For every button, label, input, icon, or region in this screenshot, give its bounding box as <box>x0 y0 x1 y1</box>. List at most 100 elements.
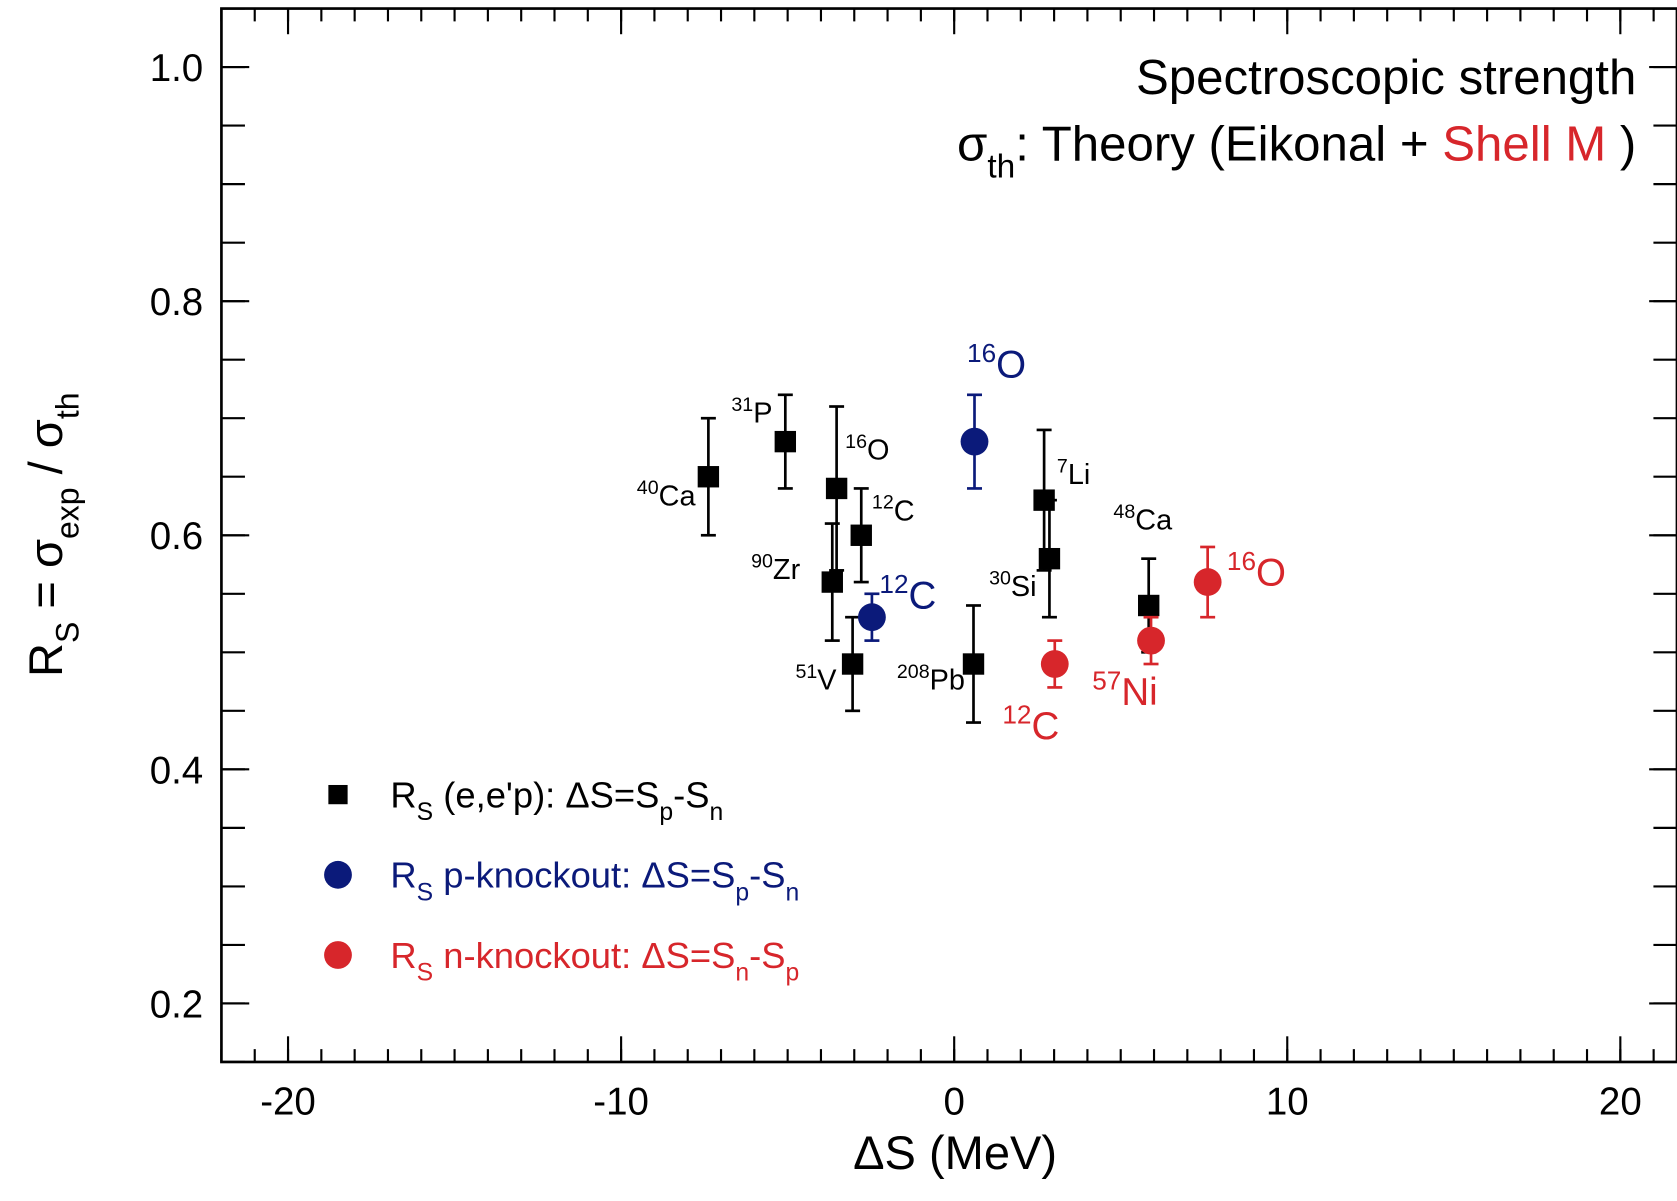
text-part: ) <box>1606 116 1636 171</box>
data-point <box>1040 650 1069 678</box>
point-label-text: O <box>1256 551 1286 594</box>
subscript: S <box>417 879 434 906</box>
subscript: n <box>785 879 799 906</box>
data-point <box>858 603 886 632</box>
subscript: n <box>710 799 724 826</box>
data-point <box>962 653 985 675</box>
point-label: 7Li <box>1057 456 1090 492</box>
legend-entry: RS p-knockout: ΔS=Sp-Sn <box>324 855 799 907</box>
text-part: : Theory (Eikonal + <box>1015 116 1442 171</box>
point-label: 30Si <box>989 568 1037 604</box>
text-part: R <box>390 774 416 815</box>
point-label-sup: 16 <box>967 338 996 368</box>
data-point <box>1138 594 1160 617</box>
point-label-sup: 16 <box>845 431 867 453</box>
y-tick-label: 0.4 <box>150 749 204 792</box>
point-label-sup: 57 <box>1092 665 1121 695</box>
point-label-sup: 12 <box>1002 699 1031 729</box>
point-label: 16O <box>1227 546 1286 594</box>
point-label-text: O <box>996 343 1026 386</box>
text-part: = σ <box>19 539 72 622</box>
point-label-sup: 12 <box>872 492 894 514</box>
subscript: th <box>50 392 86 419</box>
text-part: / σ <box>19 419 72 487</box>
point-label: 12C <box>1002 699 1059 747</box>
y-axis-label: RS = σexp / σth <box>19 392 85 677</box>
data-point <box>850 524 872 546</box>
chart-subtitle: σth: Theory (Eikonal + Shell M ) <box>957 116 1636 185</box>
point-label-text: C <box>909 575 937 618</box>
y-tick-label: 0.6 <box>150 515 204 558</box>
text-part: -S <box>673 774 709 815</box>
text-part: -S <box>749 855 785 896</box>
data-point <box>1137 626 1165 655</box>
subscript: exp <box>50 487 86 539</box>
data-point <box>841 653 864 675</box>
point-label-sup: 7 <box>1057 456 1068 478</box>
x-tick-label: -20 <box>260 1080 316 1123</box>
point-label: 12C <box>879 569 936 617</box>
legend-entry: RS (e,e'p): ΔS=Sp-Sn <box>328 774 723 826</box>
legend-marker <box>328 784 348 805</box>
text-part: R <box>19 643 72 677</box>
chart-title: Spectroscopic strength <box>1136 50 1636 105</box>
point-label-text: C <box>894 495 915 527</box>
y-tick-label: 1.0 <box>150 47 204 90</box>
x-tick-label: -10 <box>593 1080 649 1123</box>
text-part: -S <box>749 935 785 976</box>
data-point <box>1038 547 1061 570</box>
legend-label: RS p-knockout: ΔS=Sp-Sn <box>390 855 799 907</box>
legend-label: RS (e,e'p): ΔS=Sp-Sn <box>390 774 723 826</box>
data-point <box>825 477 848 500</box>
point-label-text: Si <box>1011 571 1037 603</box>
subscript: p <box>659 799 673 826</box>
point-label-text: Li <box>1068 459 1090 491</box>
point-label: 48Ca <box>1113 501 1173 537</box>
point-label-sup: 30 <box>989 568 1011 590</box>
data-point <box>821 571 843 593</box>
y-tick-label: 0.8 <box>150 281 204 324</box>
point-label: 40Ca <box>637 477 697 513</box>
x-tick-label: 10 <box>1266 1080 1309 1123</box>
point-label-sup: 51 <box>795 661 817 683</box>
text-part: σ <box>957 116 987 171</box>
text-part: (e,e'p): ΔS=S <box>433 774 659 815</box>
point-label-text: C <box>1031 705 1059 748</box>
point-label: 90Zr <box>751 550 800 586</box>
legend-entry: RS n-knockout: ΔS=Sn-Sp <box>324 935 799 987</box>
subscript: th <box>987 149 1015 186</box>
data-point <box>1193 568 1222 596</box>
point-label-text: Ni <box>1121 671 1157 714</box>
x-tick-label: 0 <box>943 1080 964 1123</box>
point-label-sup: 16 <box>1227 546 1256 576</box>
y-tick-label: 0.2 <box>150 983 204 1026</box>
text-part: Shell M <box>1442 116 1606 171</box>
text-part: p-knockout: ΔS=S <box>433 855 735 896</box>
subscript: p <box>785 960 799 987</box>
subscript: p <box>735 879 749 906</box>
point-label: 31P <box>731 394 772 430</box>
subscript: S <box>417 960 434 987</box>
legend-label: RS n-knockout: ΔS=Sn-Sp <box>390 935 799 987</box>
point-label-sup: 40 <box>637 477 659 499</box>
point-label: 51V <box>795 661 837 697</box>
point-label: 57Ni <box>1092 665 1157 713</box>
subscript: S <box>50 622 86 643</box>
point-label-sup: 48 <box>1113 501 1135 523</box>
data-point <box>774 430 797 453</box>
point-label-sup: 31 <box>731 394 753 416</box>
point-label-text: Pb <box>930 665 965 697</box>
text-part: R <box>390 935 416 976</box>
point-label-text: V <box>817 665 837 697</box>
point-label: 12C <box>872 492 915 528</box>
data-point <box>697 466 720 488</box>
subscript: S <box>417 799 434 826</box>
point-label-text: Ca <box>1135 505 1173 537</box>
legend-marker <box>324 860 352 889</box>
point-label-text: Zr <box>773 554 801 586</box>
data-point <box>960 427 989 456</box>
text-part: n-knockout: ΔS=S <box>433 935 735 976</box>
